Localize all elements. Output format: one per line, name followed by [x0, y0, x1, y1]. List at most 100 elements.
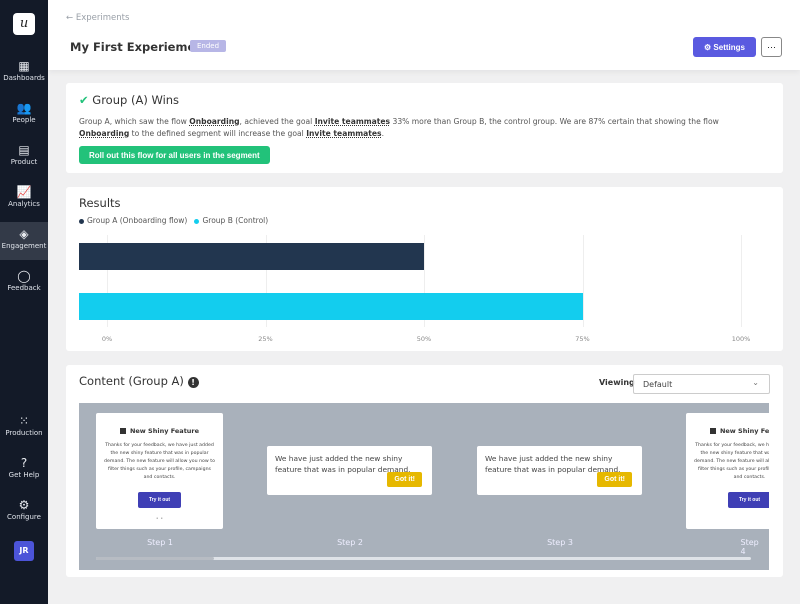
pagination-dots: • • [155, 516, 164, 522]
status-badge: Ended [190, 40, 227, 52]
product-icon: ▤ [18, 143, 30, 157]
label: Production [5, 429, 43, 437]
bar-group-a[interactable] [79, 243, 424, 270]
legend-label: Group B (Control) [202, 216, 269, 225]
content-title-text: Content (Group A) [79, 374, 184, 388]
gear-icon: ⚙ [704, 42, 714, 52]
more-button[interactable]: ··· [761, 37, 782, 57]
breadcrumb[interactable]: ← Experiments [66, 13, 129, 23]
horizontal-scrollbar[interactable] [96, 557, 751, 560]
tooltip-text: We have just added the new shiny feature… [485, 454, 621, 474]
chat-icon: ◯ [17, 269, 31, 283]
sidebar-item-configure[interactable]: ⚙ Configure [0, 497, 48, 537]
x-tick-label: 75% [575, 335, 590, 343]
x-tick-label: 50% [416, 335, 432, 343]
layers-icon: ◈ [19, 227, 29, 241]
label: Configure [7, 513, 41, 521]
logo[interactable]: u [13, 13, 35, 35]
sidebar-item-get-help[interactable]: ? Get Help [0, 455, 48, 495]
page-title: My First Experiement [70, 40, 209, 54]
label: Dashboards [3, 74, 45, 82]
sidebar-item-people[interactable]: 👥 People [0, 100, 48, 140]
legend-item-a: Group A (Onboarding flow) [79, 216, 187, 225]
gridline [582, 235, 584, 327]
modal-body: Thanks for your feedback, we have just a… [694, 443, 769, 480]
viewing-value: Default [643, 380, 673, 389]
x-tick-label: 0% [101, 335, 113, 343]
sidebar-item-engagement[interactable]: ◈ Engagement [0, 222, 48, 260]
settings-button[interactable]: ⚙ Settings [693, 37, 756, 57]
step-4-preview[interactable]: New Shiny Feature Thanks for your feedba… [686, 413, 769, 529]
info-icon[interactable]: ! [187, 377, 199, 388]
modal-title-text: New Shiny Feature [129, 427, 200, 435]
gridline [741, 235, 742, 327]
grid-icon: ⁙ [18, 414, 30, 428]
steps-preview: New Shiny Feature Thanks for your feedba… [79, 403, 769, 570]
viewing-label: Viewing [599, 378, 635, 387]
gridline [107, 235, 108, 327]
step-label: Step 1 [147, 538, 173, 547]
step-1-preview[interactable]: New Shiny Feature Thanks for your feedba… [96, 413, 223, 529]
step-label: Step 2 [337, 538, 363, 547]
back-arrow-icon: ← [66, 13, 76, 23]
modal-title: New Shiny Feature [96, 427, 223, 435]
try-it-out-button[interactable]: Try it out [137, 492, 182, 508]
label: Get Help [8, 471, 40, 479]
label: Feedback [7, 284, 41, 292]
try-it-out-button[interactable]: Try it out [727, 492, 769, 508]
step-label: Step 3 [547, 538, 573, 547]
step-3-preview[interactable]: We have just added the new shiny feature… [477, 446, 642, 495]
text: , achieved the goal [239, 117, 315, 126]
sidebar: u ▦ Dashboards 👥 People ▤ Product 📈 Analytic… [0, 0, 48, 604]
sidebar-item-analytics[interactable]: 📈 Analytics [0, 184, 48, 224]
content-card: Content (Group A) ! Viewing Default ⌄ New… [66, 365, 783, 577]
sidebar-item-production[interactable]: ⁙ Production [0, 413, 48, 453]
content-title: Content (Group A) ! [79, 374, 199, 388]
x-tick-label: 100% [731, 335, 751, 343]
help-icon: ? [20, 456, 28, 470]
x-tick-label: 25% [258, 335, 273, 343]
step-label: Step 4 [740, 538, 759, 556]
winner-card: ✔ Group (A) Wins Group A, which saw the … [66, 83, 783, 173]
winner-description: Group A, which saw the flow Onboarding, … [79, 116, 769, 140]
flow-link[interactable]: Onboarding [189, 117, 240, 126]
avatar[interactable]: JR [14, 541, 34, 561]
gear-icon: ⚙ [18, 498, 30, 512]
check-circle-icon: ✔ [79, 93, 93, 107]
results-title: Results [79, 196, 121, 210]
header: ← Experiments My First Experiement Ended… [48, 0, 800, 70]
step-2-preview[interactable]: We have just added the new shiny feature… [267, 446, 432, 495]
label: Product [10, 158, 38, 166]
bar-group-b[interactable] [79, 293, 583, 320]
got-it-button[interactable]: Got it! [387, 472, 422, 487]
winner-title: ✔ Group (A) Wins [79, 93, 179, 107]
winner-title-text: Group (A) Wins [92, 93, 180, 107]
people-icon: 👥 [16, 101, 32, 115]
scrollbar-thumb[interactable] [96, 557, 214, 560]
rollout-button[interactable]: Roll out this flow for all users in the … [79, 146, 270, 164]
text: Group A, which saw the flow [79, 117, 190, 126]
dashboard-icon: ▦ [18, 59, 30, 73]
goal-link[interactable]: Invite teammates [314, 117, 391, 126]
label: Engagement [1, 242, 47, 250]
sidebar-item-dashboards[interactable]: ▦ Dashboards [0, 58, 48, 98]
text: 33% more than Group B, the control group… [390, 117, 719, 126]
settings-label: Settings [713, 42, 745, 52]
breadcrumb-link[interactable]: Experiments [75, 13, 130, 23]
sidebar-item-product[interactable]: ▤ Product [0, 142, 48, 182]
legend-label: Group A (Onboarding flow) [87, 216, 188, 225]
goal-link[interactable]: Invite teammates [306, 129, 382, 138]
gridline [424, 235, 425, 327]
legend-dot [194, 218, 200, 224]
viewing-select[interactable]: Default ⌄ [633, 374, 770, 394]
gridline [265, 235, 267, 327]
results-card: Results Group A (Onboarding flow) Group … [66, 187, 783, 351]
feature-icon [709, 428, 716, 434]
tooltip-text: We have just added the new shiny feature… [275, 454, 411, 474]
text: . [381, 129, 384, 138]
label: People [12, 116, 36, 124]
flow-link[interactable]: Onboarding [79, 129, 130, 138]
got-it-button[interactable]: Got it! [597, 472, 632, 487]
sidebar-item-feedback[interactable]: ◯ Feedback [0, 268, 48, 308]
legend-item-b: Group B (Control) [194, 216, 268, 225]
